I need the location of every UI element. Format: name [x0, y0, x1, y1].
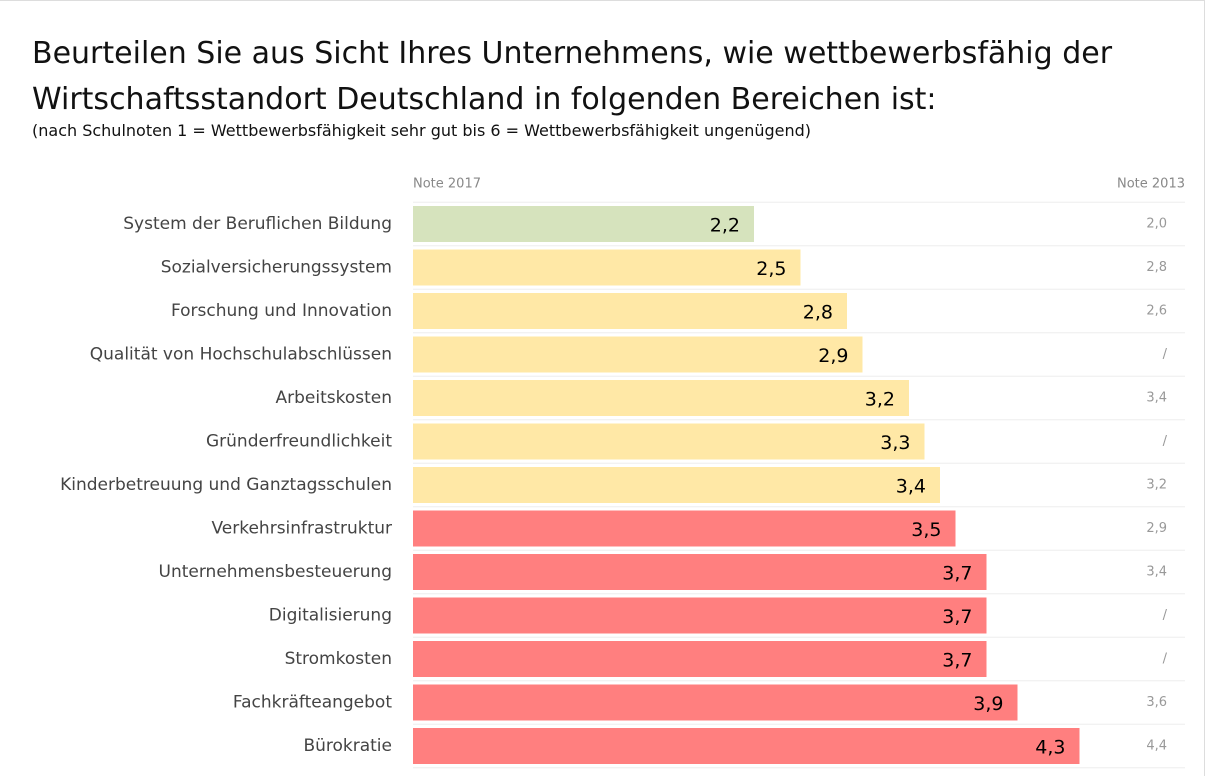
- category-label: Kinderbetreuung und Ganztagsschulen: [60, 475, 392, 495]
- legend-label: Note 2017: [413, 177, 481, 192]
- note-2013-label: 2,9: [1146, 521, 1167, 536]
- category-label: System der Beruflichen Bildung: [123, 214, 392, 234]
- chart-subtitle: (nach Schulnoten 1 = Wettbewerbsfähigkei…: [32, 121, 812, 140]
- category-label: Stromkosten: [285, 649, 392, 669]
- note-2013-label: 2,0: [1146, 217, 1167, 232]
- note-2013-label: /: [1163, 434, 1168, 449]
- note-2013-label: 3,2: [1146, 478, 1167, 493]
- value-label: 4,3: [1035, 737, 1065, 759]
- category-label: Arbeitskosten: [275, 388, 392, 408]
- note-2013-label: 3,4: [1146, 391, 1167, 406]
- value-label: 2,5: [756, 258, 786, 280]
- note-2013-label: 3,6: [1146, 695, 1167, 710]
- category-label: Gründerfreundlichkeit: [206, 432, 392, 452]
- value-label: 2,8: [803, 302, 833, 324]
- value-label: 3,4: [896, 476, 926, 498]
- value-label: 3,3: [880, 432, 910, 454]
- bar: [413, 293, 847, 329]
- bar: [413, 336, 863, 373]
- category-label: Fachkräfteangebot: [233, 693, 392, 713]
- note-2013-label: 2,6: [1146, 304, 1167, 319]
- value-label: 2,9: [818, 345, 848, 367]
- category-label: Sozialversicherungssystem: [161, 258, 392, 278]
- note-2013-label: /: [1163, 347, 1168, 362]
- bar: [413, 597, 987, 634]
- note-2013-label: 3,4: [1146, 565, 1167, 580]
- bar: [413, 510, 956, 547]
- bar: [413, 641, 987, 677]
- bar: [413, 206, 754, 242]
- bar: [413, 728, 1080, 764]
- note-2013-label: /: [1163, 608, 1168, 623]
- bar: [413, 380, 909, 416]
- bar: [413, 554, 987, 590]
- note-2013-label: /: [1163, 652, 1168, 667]
- category-label: Qualität von Hochschulabschlüssen: [90, 345, 392, 365]
- category-label: Forschung und Innovation: [171, 301, 392, 321]
- category-label: Bürokratie: [303, 736, 392, 756]
- note-2013-label: 4,4: [1146, 739, 1167, 754]
- value-label: 3,7: [942, 606, 972, 628]
- bar: [413, 684, 1018, 721]
- value-label: 3,2: [865, 389, 895, 411]
- value-label: 3,9: [973, 693, 1003, 715]
- category-label: Digitalisierung: [269, 606, 392, 626]
- value-label: 3,7: [942, 563, 972, 585]
- category-label: Verkehrsinfrastruktur: [211, 519, 392, 539]
- value-label: 2,2: [710, 215, 740, 237]
- bar: [413, 249, 801, 286]
- bar: [413, 423, 925, 460]
- category-label: Unternehmensbesteuerung: [159, 562, 392, 582]
- legend-label: Note 2013: [1117, 177, 1185, 192]
- bar: [413, 467, 940, 503]
- value-label: 3,7: [942, 650, 972, 672]
- chart-title: Beurteilen Sie aus Sicht Ihres Unternehm…: [32, 36, 1113, 117]
- value-label: 3,5: [911, 519, 941, 541]
- note-2013-label: 2,8: [1146, 260, 1167, 275]
